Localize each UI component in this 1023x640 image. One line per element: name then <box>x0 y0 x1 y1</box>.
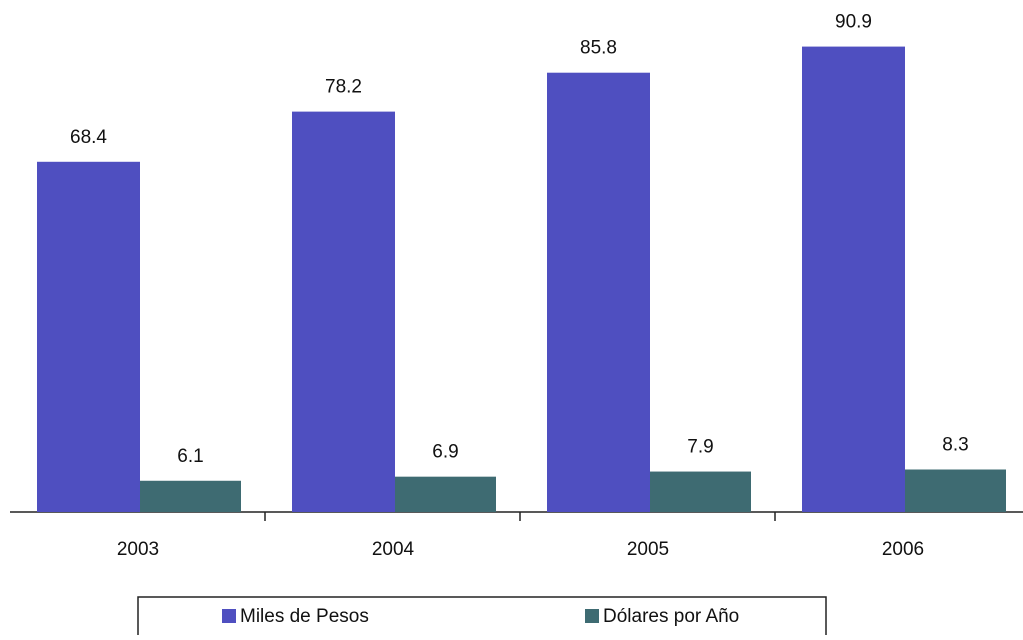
bar <box>292 111 395 512</box>
data-label: 90.9 <box>835 12 872 33</box>
data-label: 85.8 <box>580 38 617 59</box>
legend-label: Dólares por Año <box>603 606 739 627</box>
legend-swatch <box>222 609 236 623</box>
bar <box>140 480 241 512</box>
data-label: 6.1 <box>177 446 203 467</box>
x-tick-label: 2004 <box>372 539 415 560</box>
data-label: 8.3 <box>942 435 968 456</box>
bar <box>802 46 905 512</box>
data-label: 6.9 <box>432 442 458 463</box>
legend-swatch <box>585 609 599 623</box>
data-label: 78.2 <box>325 77 362 98</box>
x-tick-label: 2005 <box>627 539 669 560</box>
bar <box>547 72 650 512</box>
data-label: 7.9 <box>687 437 713 458</box>
bar <box>395 476 496 512</box>
x-tick-label: 2003 <box>117 539 159 560</box>
legend-label: Miles de Pesos <box>240 606 369 627</box>
bar <box>905 469 1006 512</box>
bar <box>37 161 140 513</box>
x-tick-label: 2006 <box>882 539 924 560</box>
data-label: 68.4 <box>70 127 107 148</box>
bar <box>650 471 751 512</box>
